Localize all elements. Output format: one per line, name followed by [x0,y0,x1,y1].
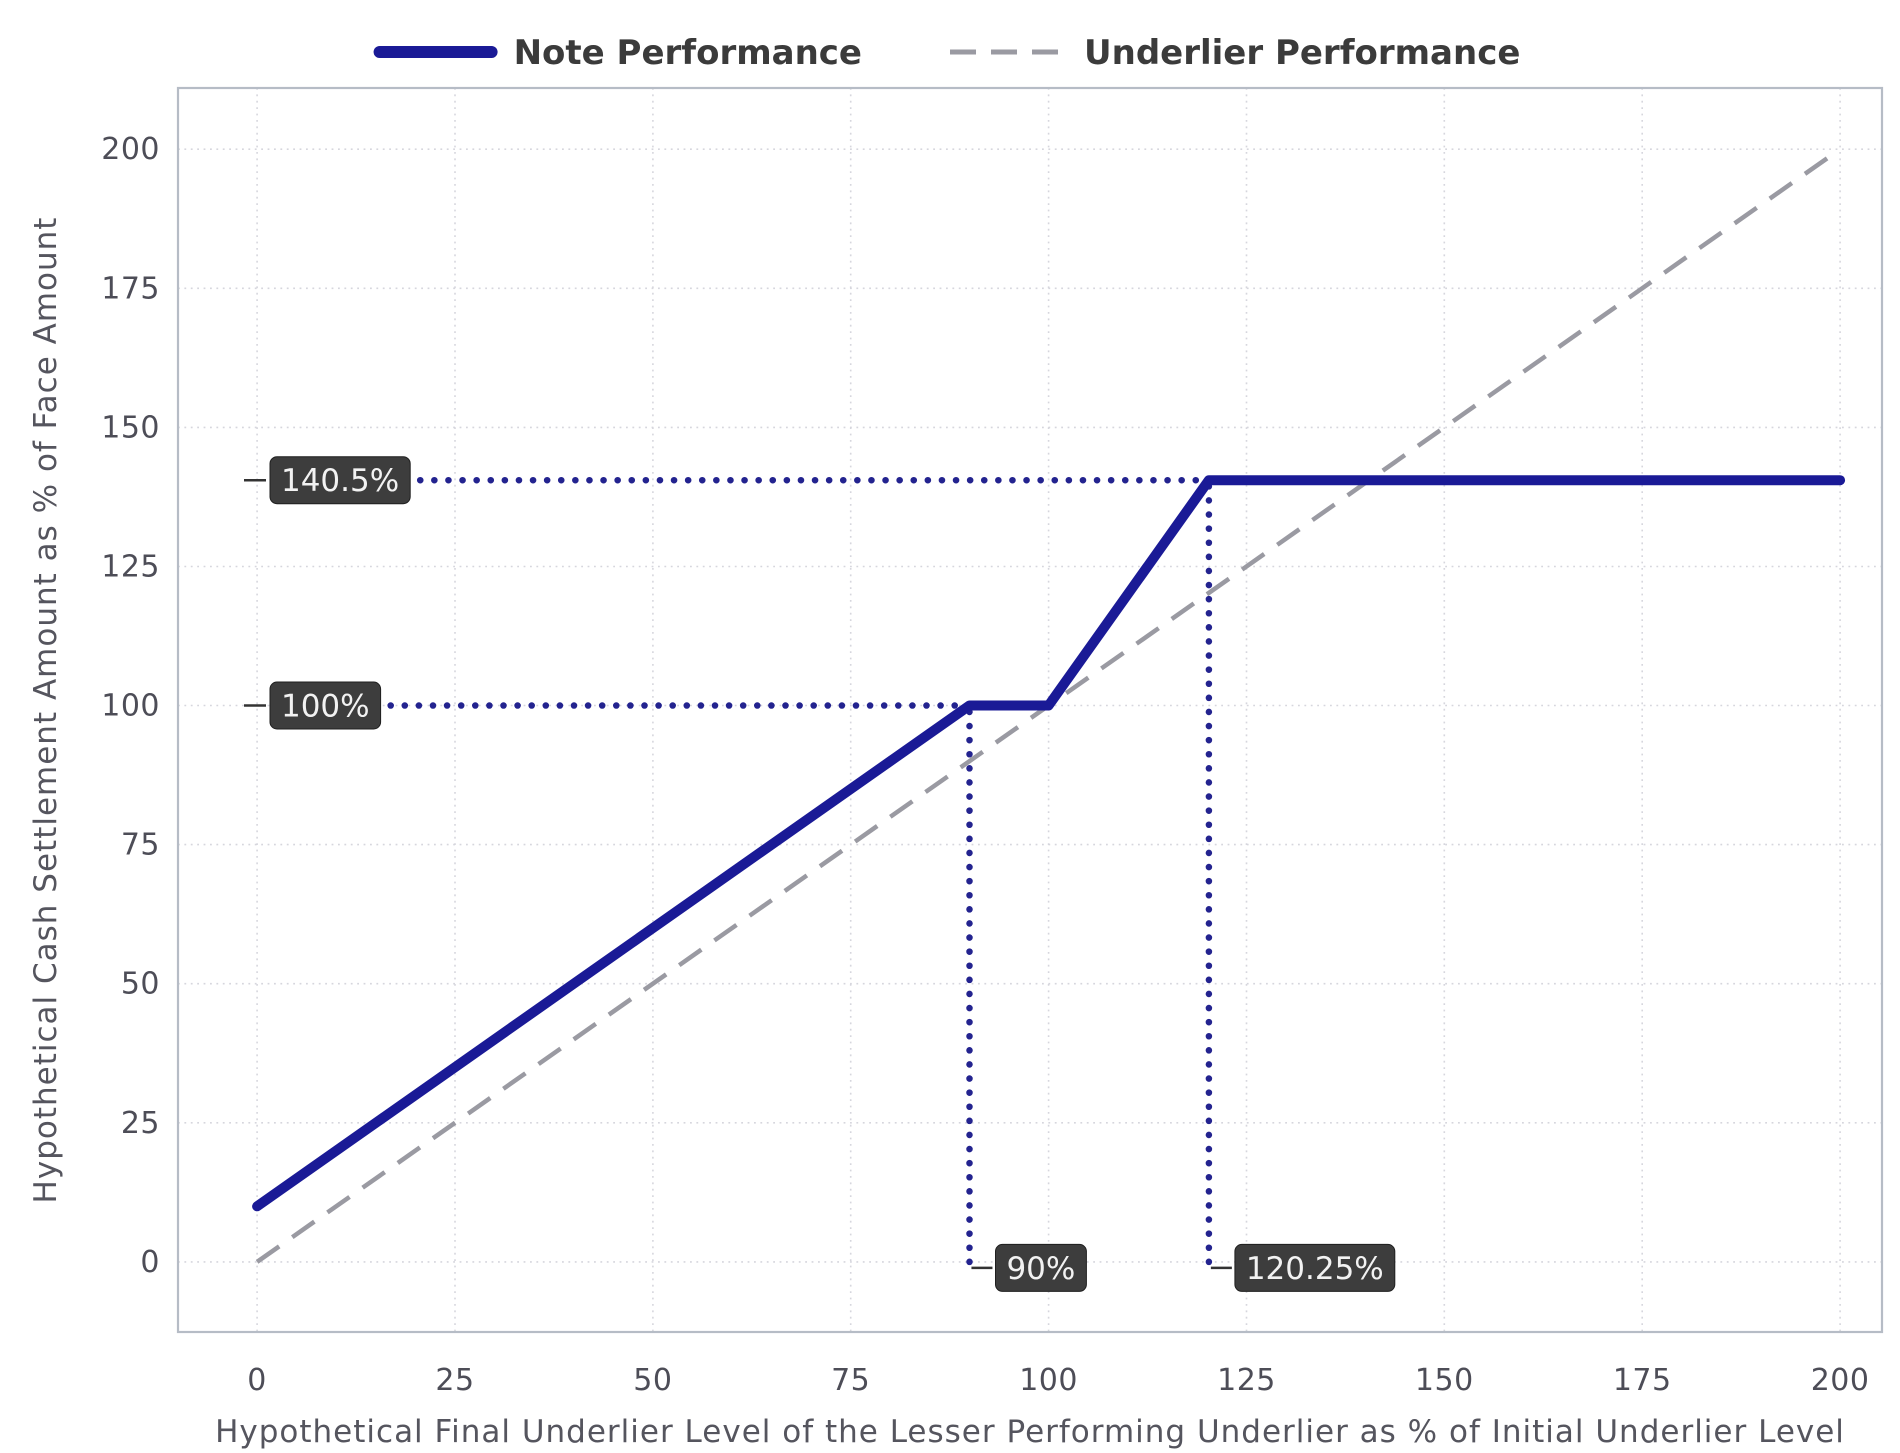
plot-border [176,86,1884,1334]
y-tick-label: 150 [101,410,160,445]
note-performance-legend-label: Note Performance [514,33,862,73]
y-tick-label: 200 [101,132,160,167]
plot-area: 0 25 50 75 100 125 150 175 200 0 25 50 75 100 125 150 17… [101,86,1884,1398]
y-tick-label: 125 [101,550,160,585]
underlier-performance-legend-label: Underlier Performance [1084,33,1520,73]
annotation-label-box [269,456,411,505]
annotation-label: 140.5% [269,456,411,505]
y-tick-label: 0 [140,1245,160,1280]
x-tick-label: 125 [1217,1363,1276,1398]
annotation-labels: 140.5% 100% 90% 120.25% [269,456,1396,1292]
annotation-label: 120.25% [1234,1243,1396,1292]
y-tick-label: 175 [101,271,160,306]
y-axis-label: Hypothetical Cash Settlement Amount as %… [28,217,64,1204]
annotation-label: 100% [269,681,382,730]
annotation-label-text: 100% [281,689,370,725]
x-axis-label: Hypothetical Final Underlier Level of th… [215,1414,1845,1450]
y-tick-label: 50 [121,967,160,1002]
x-tick-label: 150 [1415,1363,1474,1398]
x-tick-label: 0 [247,1363,267,1398]
legend: Note Performance Underlier Performance [373,33,1520,73]
annotation-label-text: 140.5% [281,463,399,499]
x-tick-label: 25 [435,1363,474,1398]
annotation-label-text: 120.25% [1246,1251,1384,1287]
annotation-label-text: 90% [1006,1251,1075,1287]
y-tick-label: 75 [121,828,160,863]
y-tick-label: 25 [121,1106,160,1141]
note-performance-line [252,475,1846,1212]
y-tick-label: 100 [101,689,160,724]
x-tick-label: 50 [633,1363,672,1398]
x-tick-label: 100 [1019,1363,1078,1398]
annotation-label-box [269,681,382,730]
annotation-label: 90% [995,1243,1087,1292]
annotation-label-box [1234,1243,1396,1292]
annotation-label-box [995,1243,1087,1292]
x-tick-label: 200 [1811,1363,1870,1398]
x-tick-label: 75 [831,1363,870,1398]
x-tick-label: 175 [1613,1363,1672,1398]
